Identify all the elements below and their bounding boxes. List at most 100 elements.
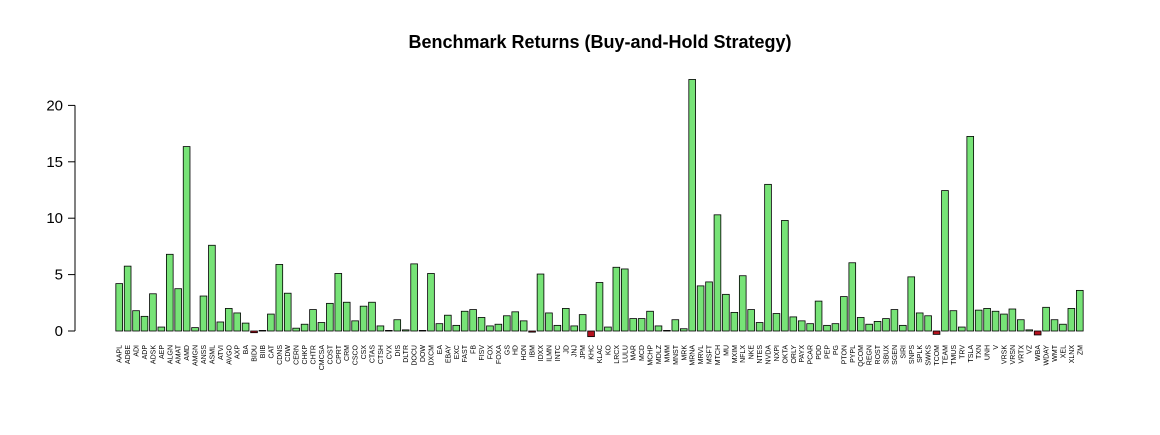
- x-tick-label: MRVL: [698, 345, 705, 364]
- x-tick-label: SGEN: [892, 345, 899, 365]
- x-tick-label: CSX: [361, 345, 368, 360]
- bar: [604, 326, 612, 332]
- bar: [275, 264, 284, 332]
- x-tick-label: MSFT: [707, 344, 714, 364]
- x-tick-labels: AAPL ADBE ADI ADP ADSK AEP ALGN AMAT AMD AMGN ANSS…: [117, 344, 1085, 370]
- x-tick-label: ADP: [142, 345, 149, 360]
- bar: [688, 79, 696, 332]
- bar: [545, 312, 553, 332]
- x-tick-label: CHTR: [311, 345, 318, 364]
- bar: [637, 318, 646, 332]
- bar: [578, 314, 587, 332]
- x-tick-label: WMT: [1052, 344, 1059, 361]
- bar: [983, 308, 991, 332]
- x-tick-label: FB: [471, 345, 478, 354]
- x-tick-label: ANSS: [201, 345, 208, 364]
- y-tick-label: 5: [55, 267, 63, 284]
- bar: [342, 301, 351, 332]
- bar: [941, 190, 949, 332]
- bar: [865, 323, 873, 332]
- x-tick-label: AVGO: [226, 344, 233, 364]
- x-tick-label: MU: [723, 345, 730, 356]
- bar: [1059, 323, 1067, 332]
- bar: [208, 244, 216, 332]
- bar: [856, 317, 865, 332]
- bar: [258, 330, 267, 332]
- bar: [460, 310, 469, 332]
- x-tick-label: TMUS: [951, 345, 958, 365]
- x-tick-label: ADSK: [150, 345, 157, 364]
- x-tick-label: PYPL: [850, 345, 857, 363]
- x-tick-label: ZM: [1077, 345, 1084, 355]
- bar: [444, 314, 452, 332]
- y-tick-label: 15: [46, 154, 63, 171]
- x-tick-label: CHKP: [302, 345, 309, 365]
- x-tick-label: CDNS: [277, 345, 284, 365]
- bar: [848, 262, 857, 332]
- x-tick-label: EXC: [454, 345, 461, 359]
- chart-title: Benchmark Returns (Buy-and-Hold Strategy…: [408, 32, 791, 52]
- bar: [191, 327, 199, 332]
- x-tick-label: SNPS: [909, 345, 916, 364]
- bar: [309, 309, 317, 332]
- x-tick-label: ADBE: [125, 345, 132, 364]
- bar: [646, 310, 654, 332]
- x-tick-label: MCD: [639, 345, 646, 361]
- bar: [924, 315, 932, 332]
- x-tick-label: AMGN: [193, 345, 200, 366]
- bar: [401, 329, 410, 332]
- bar: [385, 330, 393, 332]
- x-tick-label: CDW: [285, 345, 292, 362]
- bar: [519, 320, 528, 332]
- bar: [1067, 308, 1076, 332]
- x-tick-label: PG: [833, 345, 840, 355]
- bar: [595, 282, 604, 332]
- x-tick-label: KLAC: [597, 345, 604, 363]
- bar: [797, 320, 806, 332]
- bar: [806, 323, 814, 332]
- bar: [435, 323, 444, 332]
- bar: [949, 310, 958, 332]
- x-tick-label: NVDA: [766, 345, 773, 365]
- x-tick-label: JNJ: [572, 345, 579, 357]
- x-tick-label: MAR: [631, 345, 638, 361]
- bar: [958, 326, 966, 332]
- x-tick-label: JD: [563, 345, 570, 354]
- x-tick-label: DIS: [395, 345, 402, 357]
- x-tick-label: LULU: [622, 345, 629, 363]
- x-tick-label: VRSN: [1010, 345, 1017, 364]
- x-tick-label: BA: [243, 345, 250, 355]
- bar: [781, 220, 789, 332]
- x-tick-label: FOXA: [496, 345, 503, 364]
- x-tick-label: IDXX: [538, 345, 545, 362]
- bar: [1050, 319, 1059, 332]
- x-tick-label: BIDU: [252, 345, 259, 362]
- bar: [410, 263, 418, 332]
- bar: [427, 273, 435, 332]
- bar: [899, 324, 907, 332]
- x-tick-label: ROST: [875, 344, 882, 364]
- x-tick-label: ILMN: [546, 345, 553, 362]
- bar: [174, 288, 182, 332]
- bar: [831, 323, 840, 332]
- bar: [165, 253, 174, 332]
- x-tick-label: TCOM: [934, 345, 941, 366]
- bar: [283, 292, 292, 332]
- bar: [1008, 308, 1017, 332]
- bar: [132, 310, 140, 332]
- x-tick-label: MMM: [664, 345, 671, 363]
- x-tick-label: MDLZ: [656, 344, 663, 364]
- bar: [747, 309, 755, 332]
- bar: [241, 322, 250, 332]
- bar: [840, 296, 848, 332]
- bar: [477, 317, 486, 332]
- bar: [233, 312, 241, 332]
- bar: [789, 316, 798, 332]
- x-tick-label: ALGN: [167, 345, 174, 364]
- bar: [974, 309, 983, 332]
- x-tick-label: MXIM: [732, 345, 739, 363]
- bar: [469, 309, 477, 332]
- x-tick-label: CTSH: [378, 345, 385, 364]
- x-tick-label: FOX: [487, 345, 494, 360]
- x-tick-label: ORLY: [791, 345, 798, 364]
